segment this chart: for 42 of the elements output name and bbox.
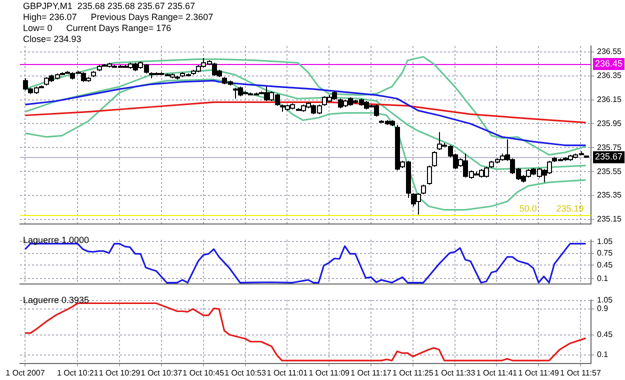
chart-title: Laguerre 0.3935 <box>23 295 90 306</box>
x-tick-label: 1 Oct 10:45 <box>182 368 225 378</box>
y-tick-label: 1.05 <box>597 296 614 305</box>
y-tick-label: 0.1 <box>597 274 609 283</box>
ref-line-label: 236.45 <box>595 58 623 68</box>
x-tick-label: 1 Oct 11:01 <box>266 368 308 378</box>
y-tick-label: 0.45 <box>597 260 614 270</box>
x-tick-label: 1 Oct 10:29 <box>98 368 141 378</box>
x-tick-label: 1 Oct 11:09 <box>308 368 350 378</box>
y-tick-label: 1.05 <box>597 236 614 246</box>
x-tick-label: 1 Oct 10:37 <box>140 368 183 378</box>
annotation: 50.0 <box>519 204 537 214</box>
text: Close= 234.93 <box>23 34 82 45</box>
chart-title: Laguerre 1.0000 <box>23 235 90 246</box>
text: Low= 0 <box>23 23 52 34</box>
x-tick-label: 1 Oct 11:41 <box>476 368 518 378</box>
y-tick-label: 235.55 <box>597 166 622 176</box>
x-tick-label: 1 Oct 11:57 <box>560 368 602 378</box>
chart-title: GBPJPY,M1 235.68 235.68 235.67 235.67 <box>23 1 196 12</box>
x-tick-label: 1 Oct 10:21 <box>56 368 99 378</box>
x-tick-label: 1 Oct 10:53 <box>224 368 266 378</box>
text: High= 236.07 <box>23 12 77 23</box>
y-tick-label: 235.15 <box>597 214 622 224</box>
y-tick-label: 236.55 <box>597 47 622 56</box>
text: Previous Days Range= 2.3607 <box>90 12 214 23</box>
ref-line-label: 235.67 <box>595 152 623 162</box>
y-tick-label: 0.45 <box>597 330 614 339</box>
x-tick-label: 1 Oct 11:49 <box>518 368 560 378</box>
text: Current Days Range= 176 <box>66 23 172 34</box>
y-tick-label: 235.75 <box>597 142 622 152</box>
x-tick-label: 1 Oct 2007 <box>6 368 46 378</box>
y-tick-label: 235.35 <box>597 190 622 200</box>
y-tick-label: 0.75 <box>597 248 614 258</box>
y-tick-label: 236.15 <box>597 95 622 104</box>
annotation: 235.19 <box>556 204 584 214</box>
x-tick-label: 1 Oct 11:33 <box>434 368 476 378</box>
x-tick-label: 1 Oct 11:17 <box>350 368 392 378</box>
x-tick-label: 1 Oct 11:25 <box>392 368 434 378</box>
y-tick-label: 0.9 <box>597 304 609 314</box>
y-tick-label: 0.1 <box>597 350 609 360</box>
y-tick-label: 235.95 <box>597 118 622 128</box>
y-tick-label: 236.35 <box>597 71 622 80</box>
